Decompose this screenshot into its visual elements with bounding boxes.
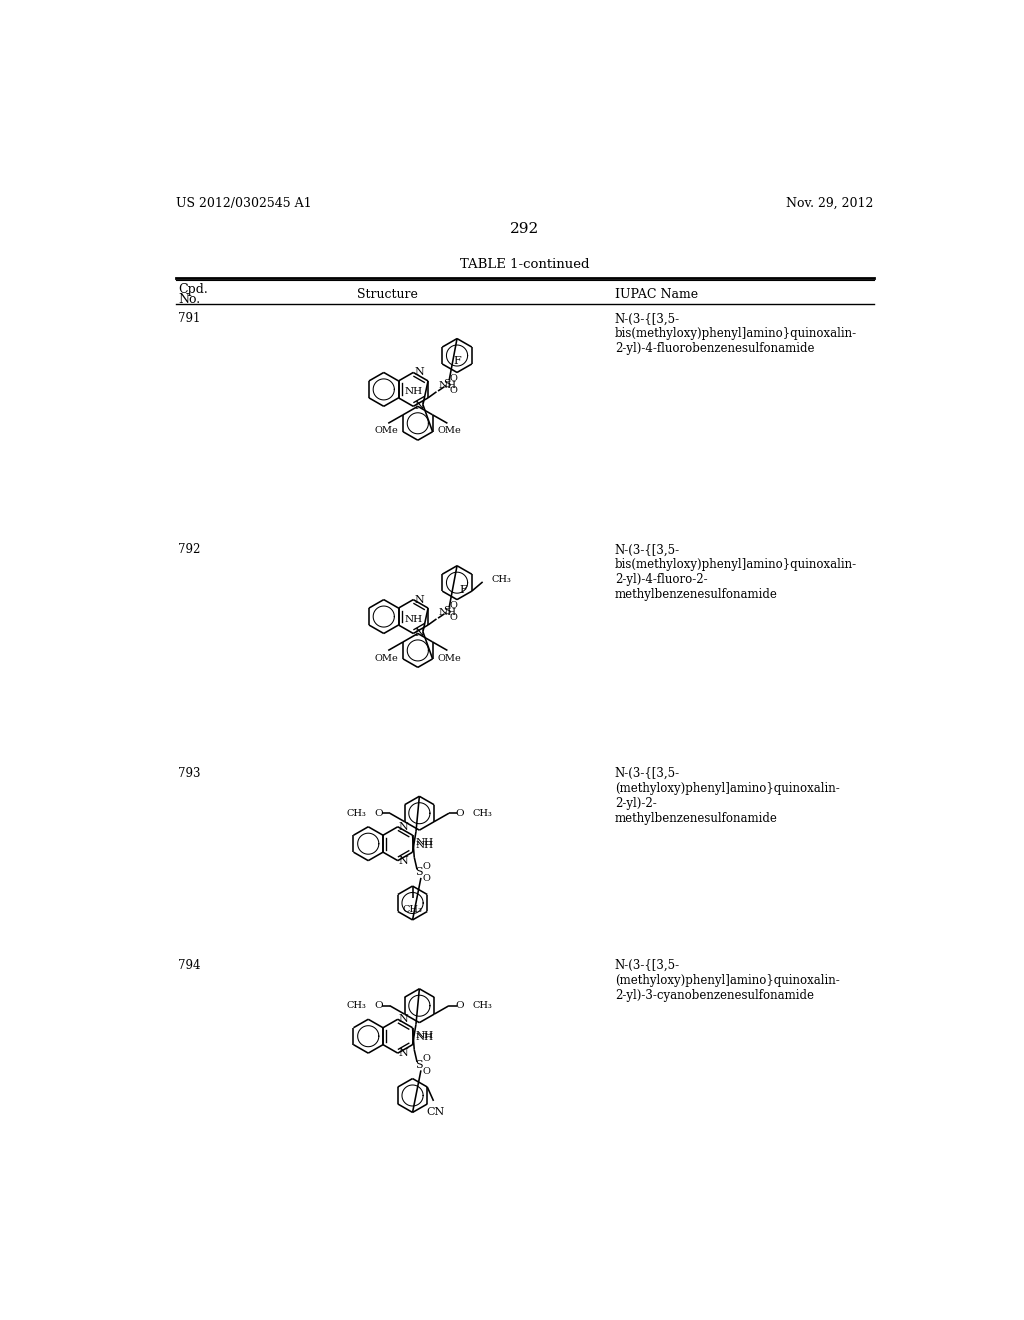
Text: 792: 792 bbox=[178, 544, 201, 557]
Text: O: O bbox=[423, 874, 430, 883]
Text: O: O bbox=[375, 1001, 383, 1010]
Text: N: N bbox=[398, 822, 409, 832]
Text: N: N bbox=[414, 594, 424, 605]
Text: NH: NH bbox=[404, 615, 423, 623]
Text: NH: NH bbox=[416, 841, 434, 850]
Text: O: O bbox=[456, 1001, 464, 1010]
Text: 793: 793 bbox=[178, 767, 201, 780]
Text: N: N bbox=[414, 367, 424, 378]
Text: OMe: OMe bbox=[437, 426, 461, 436]
Text: S: S bbox=[443, 379, 451, 389]
Text: N: N bbox=[398, 1014, 409, 1024]
Text: O: O bbox=[423, 862, 430, 871]
Text: O: O bbox=[450, 601, 458, 610]
Text: F: F bbox=[454, 356, 461, 367]
Text: O: O bbox=[423, 1055, 430, 1064]
Text: CN: CN bbox=[426, 1107, 444, 1117]
Text: N-(3-{[3,5-
(methyloxy)phenyl]amino}quinoxalin-
2-yl)-2-
methylbenzenesulfonamid: N-(3-{[3,5- (methyloxy)phenyl]amino}quin… bbox=[614, 767, 840, 825]
Text: 791: 791 bbox=[178, 313, 201, 326]
Text: OMe: OMe bbox=[437, 653, 461, 663]
Text: No.: No. bbox=[178, 293, 201, 306]
Text: US 2012/0302545 A1: US 2012/0302545 A1 bbox=[176, 197, 311, 210]
Text: CH₃: CH₃ bbox=[402, 904, 423, 913]
Text: TABLE 1-continued: TABLE 1-continued bbox=[460, 259, 590, 272]
Text: NH: NH bbox=[438, 609, 456, 618]
Text: F: F bbox=[460, 585, 467, 595]
Text: CH₃: CH₃ bbox=[492, 576, 512, 583]
Text: O: O bbox=[375, 809, 383, 817]
Text: S: S bbox=[443, 606, 451, 616]
Text: NH: NH bbox=[416, 1034, 434, 1043]
Text: O: O bbox=[450, 612, 458, 622]
Text: O: O bbox=[450, 385, 458, 395]
Text: NH: NH bbox=[404, 388, 423, 396]
Text: N: N bbox=[414, 628, 424, 639]
Text: 292: 292 bbox=[510, 222, 540, 235]
Text: CH₃: CH₃ bbox=[347, 809, 367, 817]
Text: NH: NH bbox=[416, 838, 434, 847]
Text: OMe: OMe bbox=[375, 426, 398, 436]
Text: NH: NH bbox=[438, 381, 456, 391]
Text: N: N bbox=[398, 1048, 409, 1059]
Text: N: N bbox=[398, 855, 409, 866]
Text: O: O bbox=[456, 809, 464, 817]
Text: CH₃: CH₃ bbox=[472, 1001, 493, 1010]
Text: N-(3-{[3,5-
(methyloxy)phenyl]amino}quinoxalin-
2-yl)-3-cyanobenzenesulfonamide: N-(3-{[3,5- (methyloxy)phenyl]amino}quin… bbox=[614, 960, 840, 1002]
Text: O: O bbox=[423, 1067, 430, 1076]
Text: Structure: Structure bbox=[357, 288, 418, 301]
Text: CH₃: CH₃ bbox=[347, 1001, 367, 1010]
Text: CH₃: CH₃ bbox=[472, 809, 493, 817]
Text: N-(3-{[3,5-
bis(methyloxy)phenyl]amino}quinoxalin-
2-yl)-4-fluorobenzenesulfonam: N-(3-{[3,5- bis(methyloxy)phenyl]amino}q… bbox=[614, 313, 857, 355]
Text: 794: 794 bbox=[178, 960, 201, 973]
Text: N-(3-{[3,5-
bis(methyloxy)phenyl]amino}quinoxalin-
2-yl)-4-fluoro-2-
methylbenze: N-(3-{[3,5- bis(methyloxy)phenyl]amino}q… bbox=[614, 544, 857, 602]
Text: O: O bbox=[450, 374, 458, 383]
Text: S: S bbox=[416, 867, 423, 878]
Text: S: S bbox=[416, 1060, 423, 1071]
Text: OMe: OMe bbox=[375, 653, 398, 663]
Text: Cpd.: Cpd. bbox=[178, 284, 208, 296]
Text: IUPAC Name: IUPAC Name bbox=[614, 288, 697, 301]
Text: NH: NH bbox=[416, 1031, 434, 1040]
Text: Nov. 29, 2012: Nov. 29, 2012 bbox=[786, 197, 873, 210]
Text: N: N bbox=[414, 401, 424, 412]
